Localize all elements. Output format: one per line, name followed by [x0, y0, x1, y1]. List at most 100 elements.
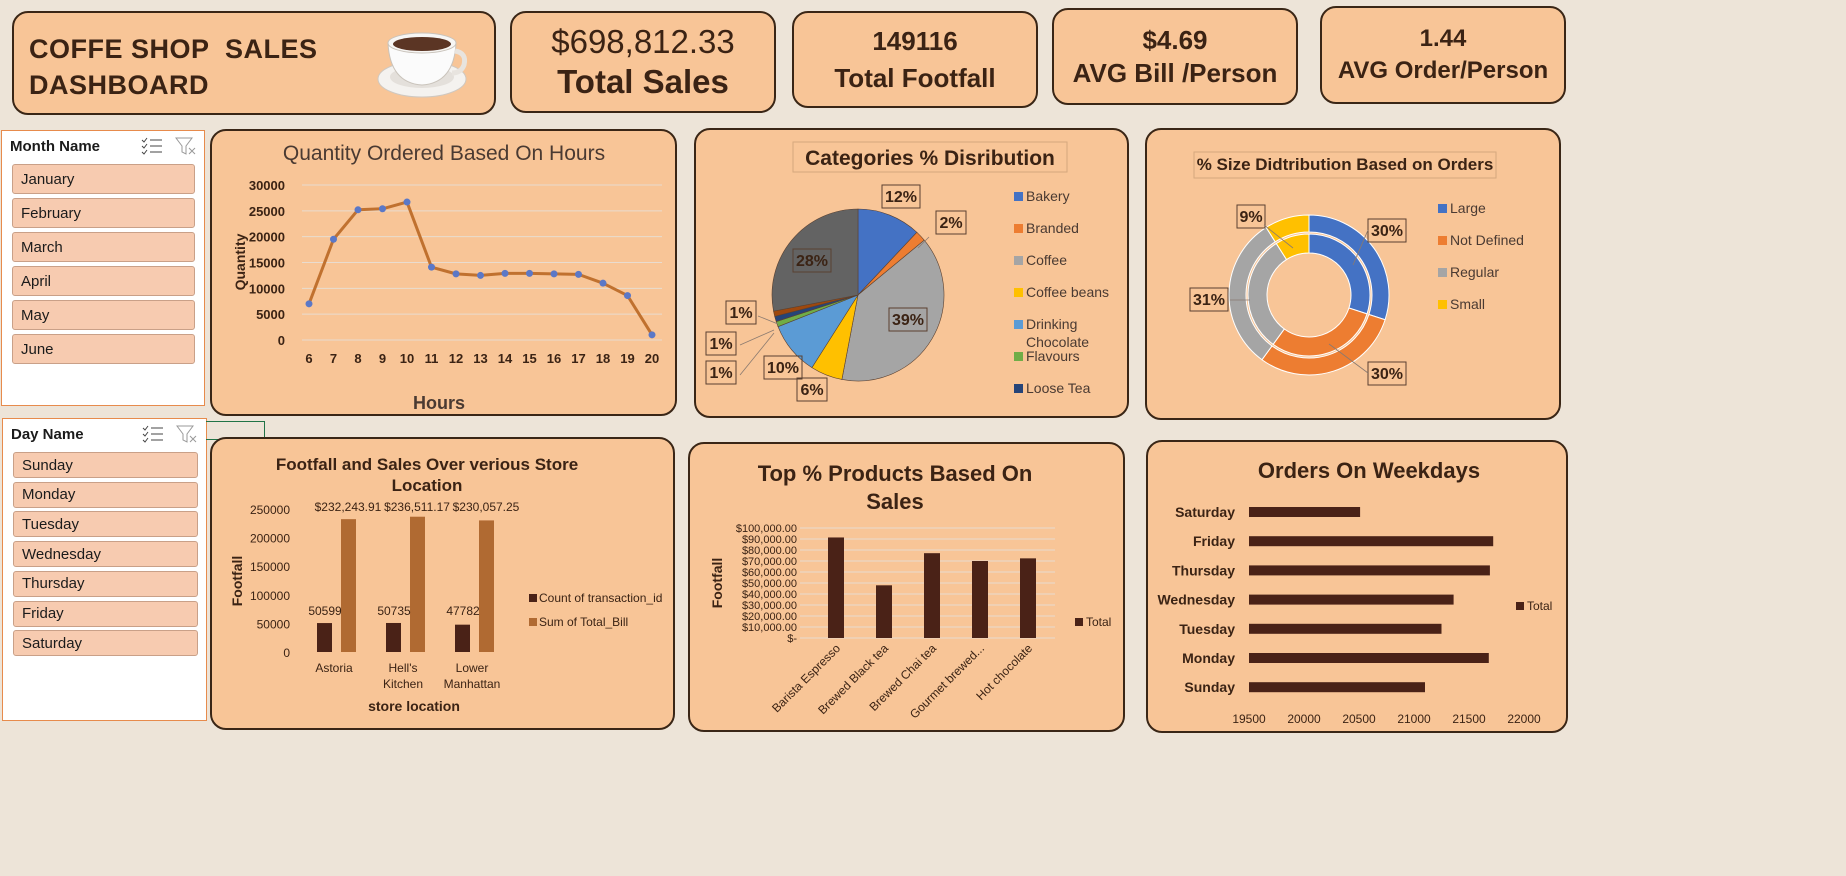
- x-tick-label: 10: [400, 351, 414, 366]
- kpi-value: $4.69: [1142, 24, 1208, 55]
- x-tick-label: 12: [449, 351, 463, 366]
- y-tick-label: 20000: [249, 230, 285, 245]
- chart-title-line: Sales: [866, 489, 924, 514]
- y-tick-label: $70,000.00: [742, 556, 797, 568]
- data-point: [501, 269, 509, 277]
- sizes-chart-card: % Size Didtribution Based on Orders 30% 30…: [1145, 128, 1561, 420]
- kpi-label: Total Footfall: [834, 62, 996, 93]
- stores-bar-chart: Footfall and Sales Over verious Store Loc…: [229, 455, 662, 714]
- legend-label: Drinking: [1026, 316, 1077, 332]
- slicer-item-monday[interactable]: Monday: [13, 481, 198, 508]
- chart-title: % Size Didtribution Based on Orders: [1197, 155, 1494, 174]
- data-label-box: [792, 248, 832, 273]
- weekday-bar: [1249, 507, 1361, 517]
- data-point: [354, 206, 362, 214]
- day-slicer[interactable]: Day Name Sunday Monday Tuesday Wednesday Thu…: [2, 418, 207, 721]
- multi-select-icon[interactable]: [142, 425, 164, 443]
- y-tick-label: Sunday: [1184, 679, 1235, 695]
- slicer-header: Month Name: [2, 131, 204, 161]
- title-frame: [1193, 151, 1497, 179]
- clear-filter-icon[interactable]: [176, 425, 198, 443]
- data-point: [599, 279, 607, 287]
- weekday-bar: [1249, 623, 1442, 634]
- bar-count: [386, 622, 401, 652]
- clear-filter-icon[interactable]: [175, 137, 197, 155]
- legend-swatch: [1438, 300, 1447, 309]
- stores-chart-card: Footfall and Sales Over verious Store Loc…: [210, 437, 675, 730]
- legend-swatch: [1438, 204, 1447, 213]
- weekday-bar: [1249, 682, 1425, 693]
- coffee-cup-icon: [377, 32, 468, 98]
- month-slicer[interactable]: Month Name January February March April May J…: [1, 130, 205, 406]
- legend-swatch: [1014, 256, 1023, 265]
- legend-swatch: [529, 594, 537, 602]
- y-tick-label: Friday: [1193, 533, 1235, 549]
- data-label-box: [888, 307, 928, 332]
- slicer-item-tuesday[interactable]: Tuesday: [13, 511, 198, 538]
- x-tick-label: 19500: [1232, 712, 1266, 726]
- slicer-item-june[interactable]: June: [12, 334, 195, 364]
- data-label: 28%: [796, 253, 828, 270]
- kpi-avg-bill: $4.69 AVG Bill /Person: [1052, 8, 1298, 105]
- slicer-item-sunday[interactable]: Sunday: [13, 452, 198, 478]
- data-label: 2%: [939, 215, 962, 232]
- slicer-item-february[interactable]: February: [12, 198, 195, 228]
- y-axis-label: Quantity: [232, 233, 248, 290]
- y-tick-label: 10000: [249, 281, 285, 296]
- data-label-box: [1367, 361, 1407, 386]
- pie-slice: [771, 208, 859, 312]
- data-point: [330, 235, 337, 243]
- slicer-item-april[interactable]: April: [12, 266, 195, 296]
- data-point: [379, 205, 386, 213]
- leader-line: [1328, 343, 1369, 374]
- data-label: 30%: [1371, 366, 1403, 383]
- kpi-value: 1.44: [1419, 25, 1467, 52]
- data-label: $236,511.17: [384, 500, 450, 514]
- legend-label: Small: [1450, 296, 1485, 312]
- bar-count: [317, 623, 332, 652]
- pie-slice: [857, 208, 918, 296]
- data-label-box: [1189, 287, 1229, 312]
- data-point: [477, 271, 484, 279]
- y-tick-label: 100000: [250, 589, 290, 603]
- kpi-label: AVG Bill /Person: [1072, 57, 1278, 88]
- legend-label: Coffee beans: [1026, 284, 1109, 300]
- slicer-item-january[interactable]: January: [12, 164, 195, 194]
- slicer-item-may[interactable]: May: [12, 300, 195, 330]
- leader-line: [1263, 224, 1294, 249]
- y-tick-label: $10,000.00: [742, 622, 797, 634]
- weekday-bar: [1249, 594, 1454, 605]
- data-label: 39%: [892, 312, 924, 329]
- chart-title-line: Footfall and Sales Over verious Store: [276, 455, 578, 474]
- kpi-total-sales: $698,812.33 Total Sales: [510, 11, 776, 113]
- kpi-value: $698,812.33: [551, 23, 735, 60]
- y-tick-label: 30000: [249, 178, 285, 193]
- x-tick-label: 16: [547, 351, 561, 366]
- y-tick-label: Saturday: [1175, 504, 1235, 520]
- slicer-item-saturday[interactable]: Saturday: [13, 630, 198, 657]
- x-tick-label: 17: [571, 351, 585, 366]
- weekdays-chart-card: Orders On Weekdays 19500 20000 20500 21000 21…: [1146, 440, 1568, 733]
- y-tick-label: 200000: [250, 532, 290, 546]
- x-axis-label: Hours: [413, 393, 465, 413]
- y-tick-label: 15000: [249, 256, 285, 271]
- kpi-avg-order: 1.44 AVG Order/Person: [1320, 6, 1566, 104]
- title-line-1: COFFE SHOP SALES: [29, 34, 318, 64]
- x-tick-label: Lower: [456, 661, 489, 675]
- slicer-item-thursday[interactable]: Thursday: [13, 570, 198, 597]
- product-bar: [972, 561, 988, 638]
- y-tick-label: $60,000.00: [742, 567, 797, 579]
- x-tick-label: 8: [354, 351, 361, 366]
- slicer-item-friday[interactable]: Friday: [13, 600, 198, 627]
- data-label: 10%: [767, 360, 799, 377]
- x-axis-label: store location: [368, 698, 460, 714]
- legend-swatch: [1438, 236, 1447, 245]
- slicer-item-march[interactable]: March: [12, 232, 195, 262]
- y-tick-label: $100,000.00: [736, 523, 797, 535]
- slicer-item-wednesday[interactable]: Wednesday: [13, 541, 198, 568]
- slicer-title: Day Name: [11, 425, 84, 443]
- multi-select-icon[interactable]: [141, 137, 163, 155]
- x-tick-label: 20: [645, 351, 659, 366]
- y-tick-label: 150000: [250, 560, 290, 574]
- title-card: COFFE SHOP SALES DASHBOARD: [12, 11, 496, 115]
